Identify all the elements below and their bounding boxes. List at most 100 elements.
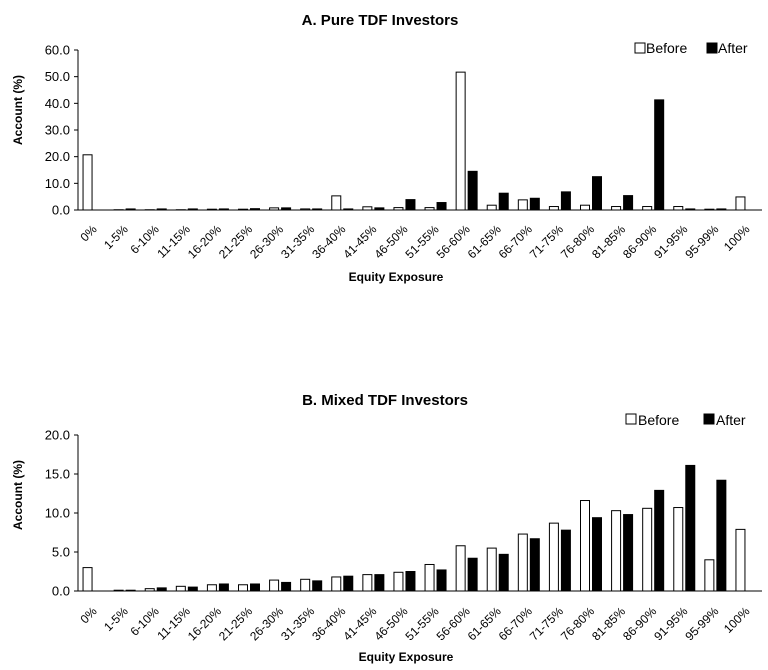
x-tick-label: 41-45%: [340, 604, 379, 643]
bar-after: [561, 192, 570, 210]
chart-title: B. Mixed TDF Investors: [302, 392, 468, 409]
x-tick-label: 61-65%: [465, 222, 504, 261]
y-tick-label: 30.0: [45, 123, 70, 138]
bar-before: [207, 585, 216, 591]
x-tick-label: 36-40%: [309, 222, 348, 261]
y-tick-label: 20.0: [45, 428, 70, 443]
x-tick-label: 26-30%: [247, 604, 286, 643]
legend-label-before: Before: [646, 40, 687, 56]
bar-after: [468, 558, 477, 591]
x-tick-label: 56-60%: [434, 222, 473, 261]
bar-after: [499, 554, 508, 591]
bar-after: [624, 515, 633, 591]
legend-swatch-before: [635, 43, 645, 53]
bar-after: [344, 576, 353, 591]
y-tick-label: 5.0: [52, 545, 70, 560]
bar-before: [643, 207, 652, 210]
bar-after: [468, 171, 477, 210]
x-tick-label: 1-5%: [101, 604, 131, 634]
x-tick-label: 86-90%: [620, 604, 659, 643]
x-tick-label: 1-5%: [101, 222, 131, 252]
legend: Before After: [626, 412, 746, 428]
x-tick-label: 16-20%: [185, 604, 224, 643]
bar-after: [251, 584, 260, 591]
x-tick-label: 21-25%: [216, 222, 255, 261]
bar-after: [219, 584, 228, 591]
bar-before: [518, 534, 527, 591]
bar-before: [456, 72, 465, 210]
y-tick-label: 10.0: [45, 176, 70, 191]
x-tick-label: 66-70%: [496, 604, 535, 643]
x-tick-label: 51-55%: [403, 222, 442, 261]
x-tick-label: 31-35%: [278, 604, 317, 643]
y-tick-label: 10.0: [45, 506, 70, 521]
bar-before: [394, 572, 403, 591]
legend-swatch-after: [707, 43, 717, 53]
x-tick-label: 66-70%: [496, 222, 535, 261]
legend-label-after: After: [718, 40, 748, 56]
x-tick-label: 46-50%: [371, 604, 410, 643]
y-tick-label: 40.0: [45, 96, 70, 111]
bar-after: [499, 193, 508, 210]
bar-before: [270, 580, 279, 591]
chart-panel-a: A. Pure TDF Investors Account (%) Equity…: [11, 12, 762, 284]
bar-before: [705, 560, 714, 591]
bar-after: [530, 198, 539, 210]
x-tick-label: 91-95%: [651, 604, 690, 643]
y-tick-label: 50.0: [45, 69, 70, 84]
bar-before: [581, 501, 590, 591]
bar-before: [301, 579, 310, 591]
x-tick-label: 95-99%: [682, 604, 721, 643]
bar-before: [736, 529, 745, 591]
bar-before: [487, 548, 496, 591]
bar-before: [674, 207, 683, 210]
y-axis-title: Account (%): [11, 460, 25, 530]
x-tick-label: 46-50%: [371, 222, 410, 261]
bar-before: [83, 568, 92, 591]
bar-before: [487, 205, 496, 210]
x-tick-label: 61-65%: [465, 604, 504, 643]
y-tick-label: 0.0: [52, 584, 70, 599]
x-tick-label: 91-95%: [651, 222, 690, 261]
x-tick-label: 71-75%: [527, 222, 566, 261]
x-tick-label: 26-30%: [247, 222, 286, 261]
x-tick-label: 100%: [721, 222, 753, 254]
bar-before: [612, 511, 621, 591]
bar-before: [456, 546, 465, 591]
x-tick-label: 36-40%: [309, 604, 348, 643]
chart-panel-b: B. Mixed TDF Investors Account (%) Equit…: [11, 392, 762, 664]
bar-after: [686, 465, 695, 591]
bar-before: [83, 155, 92, 210]
bar-after: [406, 200, 415, 210]
legend: Before After: [635, 40, 748, 56]
legend-label-before: Before: [638, 412, 679, 428]
y-tick-label: 60.0: [45, 43, 70, 58]
x-tick-label: 16-20%: [185, 222, 224, 261]
bar-after: [561, 530, 570, 591]
bar-after: [593, 177, 602, 210]
bar-before: [736, 197, 745, 210]
x-tick-label: 76-80%: [558, 604, 597, 643]
x-tick-label: 86-90%: [620, 222, 659, 261]
bar-before: [549, 523, 558, 591]
y-tick-label: 15.0: [45, 467, 70, 482]
bar-after: [406, 572, 415, 592]
bar-after: [593, 518, 602, 591]
bar-after: [624, 196, 633, 210]
x-tick-label: 100%: [721, 604, 753, 636]
y-tick-label: 0.0: [52, 203, 70, 218]
bar-after: [437, 570, 446, 591]
bar-before: [239, 585, 248, 591]
x-tick-label: 51-55%: [403, 604, 442, 643]
bar-before: [674, 508, 683, 591]
bar-before: [549, 207, 558, 210]
x-tick-label: 95-99%: [682, 222, 721, 261]
bar-after: [655, 490, 664, 591]
bar-before: [363, 575, 372, 591]
bar-before: [612, 207, 621, 210]
x-tick-label: 81-85%: [589, 222, 628, 261]
bar-after: [375, 575, 384, 591]
x-tick-label: 41-45%: [340, 222, 379, 261]
